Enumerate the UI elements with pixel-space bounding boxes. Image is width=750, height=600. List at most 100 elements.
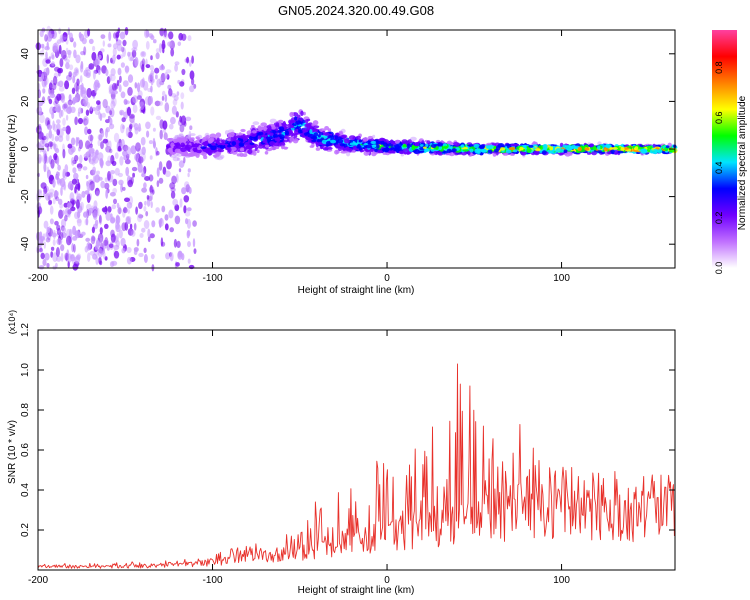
noise-blob	[122, 125, 125, 130]
noise-blob	[154, 67, 160, 74]
noise-blob	[43, 150, 48, 159]
signal-blob	[231, 141, 237, 146]
noise-blob	[92, 45, 96, 52]
signal-blob	[398, 150, 405, 155]
noise-blob	[164, 223, 169, 231]
noise-blob	[108, 73, 113, 82]
noise-blob	[181, 68, 186, 76]
noise-blob	[70, 137, 76, 146]
noise-blob	[187, 168, 191, 173]
snr-y-ticks: 0.2 0.4 0.6 0.8 1.0 1.2	[20, 323, 675, 537]
noise-blob	[155, 74, 158, 80]
noise-blob	[184, 211, 191, 217]
noise-blob	[44, 79, 48, 88]
signal-blob	[508, 146, 516, 151]
noise-blob	[72, 71, 77, 78]
signal-blob	[339, 143, 346, 147]
noise-blob	[46, 25, 51, 36]
signal-blob	[358, 139, 363, 143]
y-tick-label: 0.6	[20, 443, 31, 457]
noise-blob	[120, 237, 126, 247]
noise-blob	[178, 168, 182, 173]
noise-blob	[45, 237, 51, 243]
noise-blob	[56, 128, 60, 136]
noise-blob	[125, 166, 130, 177]
signal-blob	[257, 134, 262, 140]
signal-blob	[351, 149, 356, 153]
spectrogram-x-ticks: -200 -100 0 100	[28, 30, 570, 284]
signal-blob	[293, 133, 298, 139]
signal-blob	[362, 137, 369, 142]
signal-blob	[315, 147, 321, 151]
noise-blob	[94, 187, 100, 196]
noise-blob	[181, 187, 187, 195]
noise-blob	[105, 160, 112, 167]
noise-blob	[37, 101, 43, 107]
noise-blob	[48, 188, 55, 194]
noise-blob	[36, 106, 43, 116]
noise-blob	[37, 240, 42, 247]
noise-blob	[54, 220, 59, 226]
signal-blob	[513, 149, 518, 153]
noise-blob	[60, 186, 63, 196]
noise-blob	[177, 41, 182, 47]
noise-blob	[109, 261, 115, 268]
signal-blob	[252, 121, 260, 126]
noise-blob	[36, 142, 42, 149]
signal-blob	[605, 144, 612, 149]
noise-blob	[107, 43, 112, 48]
noise-blob	[85, 237, 91, 242]
noise-blob	[155, 115, 162, 120]
signal-blob	[217, 148, 225, 153]
noise-blob	[74, 256, 81, 264]
noise-blob	[143, 247, 147, 253]
noise-blob	[124, 221, 129, 231]
noise-blob	[75, 54, 81, 64]
noise-blob	[37, 69, 43, 78]
signal-blob	[322, 147, 329, 151]
noise-blob	[104, 237, 109, 247]
noise-blob	[134, 82, 138, 89]
noise-blob	[144, 28, 150, 39]
noise-blob	[125, 217, 131, 224]
noise-blob	[97, 134, 102, 141]
noise-blob	[81, 190, 86, 198]
signal-blob	[269, 132, 274, 137]
noise-blob	[179, 198, 183, 208]
signal-blob	[549, 146, 554, 151]
noise-blob	[94, 79, 100, 88]
noise-blob	[41, 96, 46, 104]
signal-blob	[400, 153, 404, 157]
signal-blob	[340, 150, 348, 154]
signal-blob	[541, 150, 547, 155]
signal-blob	[317, 134, 321, 138]
noise-blob	[134, 123, 139, 131]
noise-blob	[149, 64, 155, 71]
noise-blob	[135, 206, 139, 215]
noise-blob	[170, 191, 176, 199]
noise-blob	[83, 153, 90, 159]
signal-blob	[313, 132, 319, 137]
colorbar-tick-label: 0.8	[714, 61, 724, 74]
noise-blob	[92, 210, 98, 220]
noise-blob	[159, 65, 166, 71]
noise-blob	[113, 244, 120, 250]
signal-blob	[267, 127, 270, 134]
noise-blob	[48, 141, 54, 148]
signal-blob	[384, 147, 390, 152]
signal-blob	[197, 134, 203, 139]
noise-blob	[155, 52, 160, 60]
noise-blob	[46, 124, 53, 130]
noise-blob	[85, 69, 91, 76]
noise-blob	[52, 120, 55, 131]
signal-blob	[611, 147, 618, 150]
colorbar-tick-label: 0.4	[714, 162, 724, 175]
noise-blob	[168, 209, 174, 219]
noise-blob	[188, 59, 192, 67]
noise-blob	[141, 187, 148, 193]
noise-blob	[111, 82, 117, 91]
noise-blob	[72, 225, 77, 236]
signal-blob	[502, 152, 509, 156]
noise-blob	[85, 174, 89, 180]
noise-blob	[149, 233, 155, 239]
